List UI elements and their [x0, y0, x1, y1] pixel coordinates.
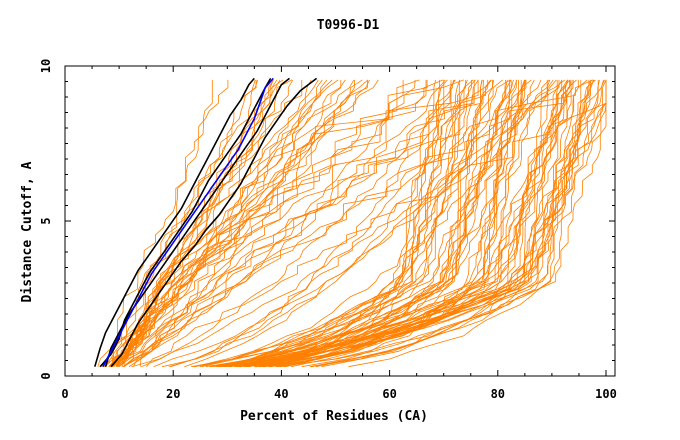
model-series-line [259, 79, 548, 368]
model-series-line [122, 79, 594, 368]
model-series-line [269, 79, 563, 368]
highlighted-black-series-line [110, 77, 318, 368]
model-series-line [113, 79, 420, 367]
x-axis-label: Percent of Residues (CA) [240, 409, 428, 424]
x-tick-label: 0 [61, 387, 68, 401]
x-tick-label: 20 [166, 387, 180, 401]
model-series-line [117, 79, 479, 367]
model-series-line [128, 79, 427, 368]
model-series-line [301, 79, 517, 368]
y-axis-label: Distance Cutoff, A [20, 161, 35, 302]
model-series-line [124, 79, 323, 367]
model-series-line [315, 79, 579, 368]
model-series-line [224, 79, 508, 368]
model-series-line [217, 79, 605, 368]
model-series-line [270, 79, 518, 368]
model-series-line [268, 79, 493, 368]
model-series-line [258, 79, 468, 368]
model-series-line [118, 79, 379, 368]
highlighted-series-group [94, 77, 318, 368]
x-tick-label: 100 [595, 387, 617, 401]
model-series-line [261, 79, 519, 368]
x-tick-label: 60 [382, 387, 396, 401]
model-series-line [229, 79, 607, 368]
model-series-line [153, 79, 560, 368]
model-series-line [168, 79, 476, 368]
highlighted-black-series-line [99, 77, 272, 368]
model-series-group [97, 79, 607, 368]
model-series-line [131, 79, 566, 368]
highlighted-black-series-line [94, 77, 255, 367]
model-series-line [118, 79, 229, 367]
model-series-line [111, 79, 428, 368]
model-series-line [275, 79, 510, 368]
chart-title: T0996-D1 [317, 18, 380, 33]
model-series-line [233, 79, 483, 368]
model-series-line [122, 79, 416, 368]
model-series-line [225, 79, 607, 368]
highlighted-blue-series-line [102, 77, 274, 368]
model-series-line [221, 79, 494, 368]
x-tick-label: 40 [274, 387, 288, 401]
model-series-line [310, 79, 607, 368]
model-series-line [218, 79, 557, 368]
y-tick-label: 10 [39, 59, 53, 73]
y-tick-label: 0 [39, 372, 53, 379]
model-series-line [215, 79, 445, 368]
model-series-line [121, 79, 281, 367]
model-series-line [220, 79, 436, 368]
x-axis-tick-labels: 0 20 40 60 80 100 [61, 387, 616, 401]
model-series-line [97, 79, 213, 367]
model-series-line [228, 79, 474, 368]
model-series-line [264, 79, 525, 368]
model-series-line [199, 79, 551, 368]
model-series-line [285, 79, 527, 368]
model-series-line [210, 79, 570, 368]
model-series-line [111, 79, 294, 367]
model-series-line [244, 79, 535, 368]
x-tick-label: 80 [491, 387, 505, 401]
model-series-line [104, 79, 258, 367]
highlighted-black-series-line [104, 77, 290, 367]
x-axis-ticks [64, 66, 607, 376]
model-series-line [230, 79, 569, 368]
model-series-line [222, 79, 472, 368]
model-series-line [255, 79, 440, 368]
model-series-line [128, 79, 452, 368]
model-series-line [108, 79, 465, 368]
model-series-line [115, 79, 492, 367]
model-series-line [256, 79, 483, 368]
model-series-line [146, 79, 607, 367]
model-series-line [193, 79, 466, 368]
model-series-line [213, 79, 448, 368]
model-series-line [309, 79, 595, 368]
model-series-line [109, 79, 444, 367]
y-tick-label: 5 [39, 217, 53, 224]
model-series-line [276, 79, 599, 368]
model-series-line [99, 79, 319, 368]
model-series-line [240, 79, 512, 368]
model-series-line [283, 79, 569, 368]
model-series-line [218, 79, 512, 368]
y-axis-ticks [65, 65, 615, 377]
model-series-line [141, 79, 454, 368]
y-axis-tick-labels: 0 5 10 [39, 59, 53, 380]
model-series-line [123, 79, 446, 368]
model-series-line [162, 79, 525, 368]
